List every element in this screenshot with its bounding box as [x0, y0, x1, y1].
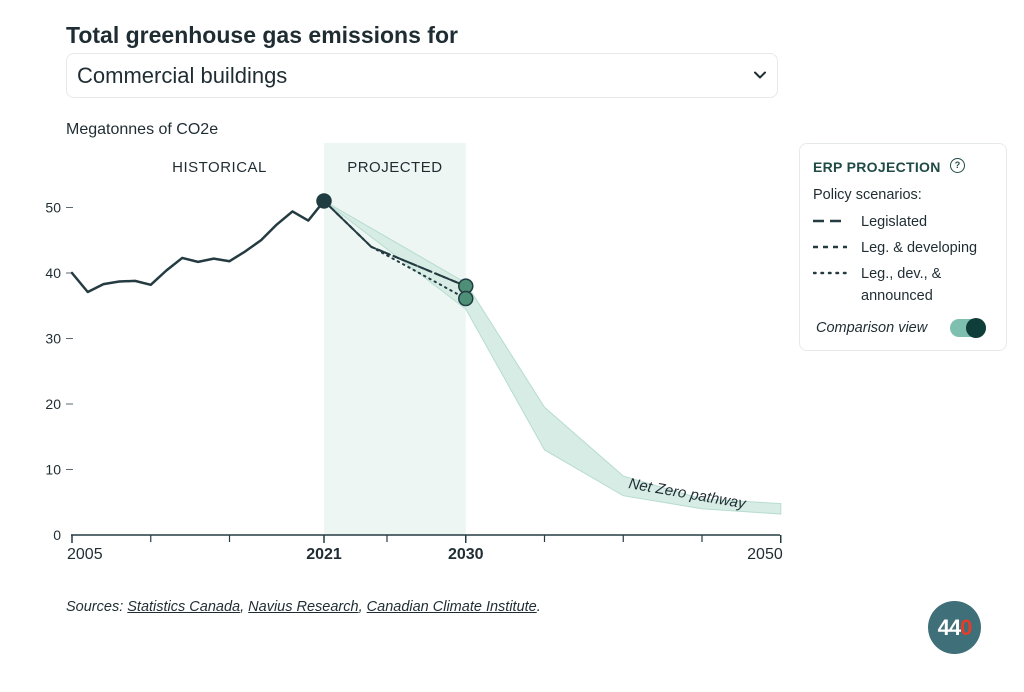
- series-lines: [70, 199, 467, 300]
- series-line-solid: [70, 199, 326, 294]
- source-link-navius[interactable]: Navius Research: [248, 599, 359, 615]
- dash-short-swatch: [813, 245, 847, 249]
- y-tick-label: 0: [53, 527, 61, 543]
- x-axis: 2005 2021 2030 2050: [67, 534, 783, 563]
- y-tick-label: 40: [45, 265, 61, 281]
- sector-dropdown-value: Commercial buildings: [77, 62, 288, 88]
- sector-dropdown[interactable]: Commercial buildings: [66, 53, 778, 98]
- legend-item-label: Leg. & developing: [861, 240, 978, 256]
- data-markers: [316, 193, 474, 307]
- source-link-cci[interactable]: Canadian Climate Institute: [366, 599, 537, 615]
- logo-text-accent: 0: [960, 615, 972, 640]
- dot-swatch: [813, 271, 847, 275]
- legend-item-label: Legislated: [861, 214, 928, 230]
- projected-region: [324, 143, 466, 535]
- y-tick-label: 30: [45, 331, 61, 347]
- legend-title: ERP PROJECTION: [813, 159, 941, 175]
- x-tick-label: 2021: [306, 546, 342, 563]
- source-link-statcan[interactable]: Statistics Canada: [127, 599, 241, 615]
- y-axis-label: Megatonnes of CO2e: [66, 121, 219, 138]
- data-marker: [458, 290, 474, 307]
- x-tick-label: 2050: [747, 546, 783, 563]
- logo-text: 44: [937, 615, 962, 640]
- y-axis: 0 10 20 30 40 50: [45, 200, 73, 543]
- legend-panel: ERP PROJECTION ? Policy scenarios: Legis…: [799, 143, 1007, 351]
- sources-note: Sources: Statistics Canada, Navius Resea…: [66, 599, 541, 615]
- data-marker: [316, 193, 332, 209]
- net-zero-label: Net Zero pathway: [627, 475, 748, 513]
- chart-title: Total greenhouse gas emissions for: [66, 22, 458, 48]
- region-label-projected: PROJECTED: [347, 159, 442, 176]
- region-label-historical: HISTORICAL: [172, 159, 267, 176]
- chevron-down-icon[interactable]: [753, 68, 767, 82]
- x-tick-label: 2030: [448, 546, 484, 563]
- net-zero-band: [323, 200, 782, 515]
- comparison-view-label: Comparison view: [816, 320, 928, 336]
- toggle-knob: [966, 318, 986, 338]
- y-tick-label: 50: [45, 200, 61, 216]
- y-tick-label: 20: [45, 396, 61, 412]
- series-line-dot: [323, 199, 467, 300]
- y-tick-label: 10: [45, 462, 61, 478]
- question-circle-icon[interactable]: ?: [950, 158, 965, 173]
- brand-logo: 440: [928, 601, 981, 654]
- legend-subtitle: Policy scenarios:: [813, 187, 922, 203]
- legend-item-label-line2: announced: [861, 288, 933, 304]
- legend-item-label: Leg., dev., &: [861, 266, 942, 282]
- comparison-view-toggle[interactable]: [950, 318, 986, 338]
- x-tick-label: 2005: [67, 546, 103, 563]
- dash-long-swatch: [813, 219, 847, 223]
- sources-prefix: Sources:: [66, 599, 124, 615]
